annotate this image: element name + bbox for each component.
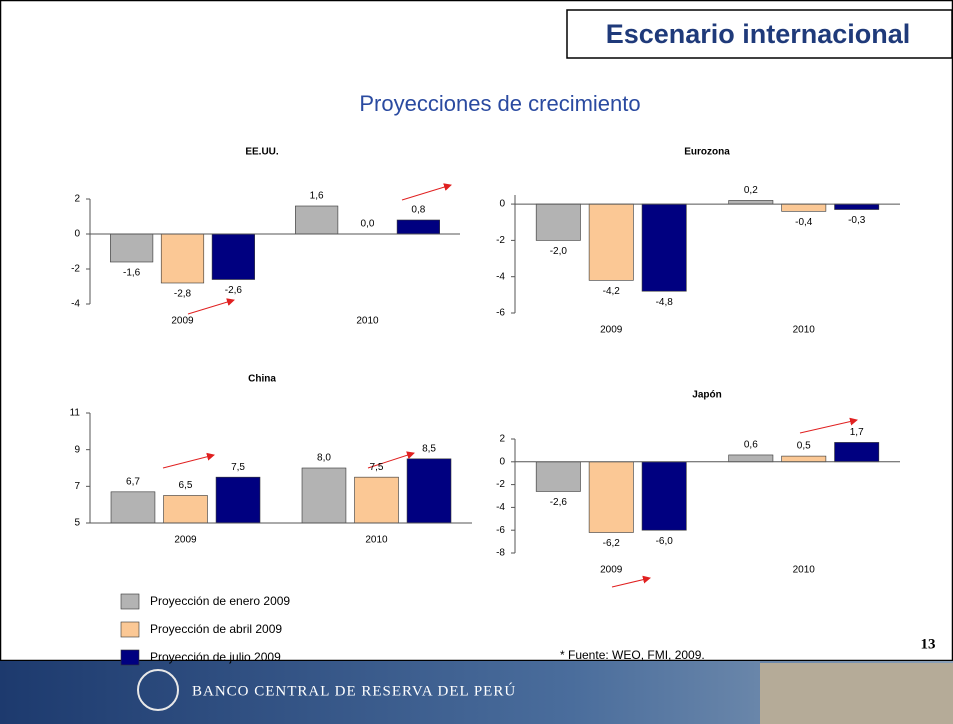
value-label: 0,6 [744, 440, 758, 451]
bar [110, 491, 156, 524]
y-tick-label: -4 [496, 502, 505, 513]
value-label: -6,0 [656, 536, 674, 547]
x-tick-label: 2009 [171, 316, 194, 327]
bar [110, 233, 154, 263]
value-label: -2,6 [225, 285, 243, 296]
y-tick-label: -2 [71, 264, 80, 275]
legend-label: Proyección de abril 2009 [150, 622, 282, 636]
value-label: 7,5 [231, 462, 245, 473]
bar [163, 495, 208, 524]
bar [588, 461, 634, 533]
bar [834, 442, 880, 463]
x-tick-label: 2010 [793, 565, 816, 576]
value-label: -2,0 [550, 246, 568, 257]
value-label: 8,0 [317, 453, 331, 464]
bar [781, 455, 827, 463]
footer-photo [760, 663, 953, 724]
legend-label: Proyección de enero 2009 [150, 594, 290, 608]
x-tick-label: 2009 [174, 535, 197, 546]
bar [728, 200, 774, 205]
value-label: 7,5 [370, 462, 384, 473]
y-tick-label: 7 [74, 481, 80, 492]
y-tick-label: 2 [499, 434, 505, 445]
value-label: -0,3 [848, 215, 866, 226]
y-tick-label: -6 [496, 308, 505, 319]
bar [535, 203, 581, 241]
legend-label: Proyección de julio 2009 [150, 650, 281, 664]
value-label: -4,2 [603, 286, 621, 297]
x-tick-label: 2010 [793, 325, 816, 336]
bar [211, 233, 255, 280]
y-tick-label: -4 [496, 271, 505, 282]
y-tick-label: -4 [71, 299, 80, 310]
bar [781, 203, 827, 212]
bar [641, 203, 687, 292]
x-tick-label: 2010 [365, 535, 388, 546]
y-tick-label: 0 [499, 456, 505, 467]
bar [728, 454, 774, 463]
legend-swatch [120, 649, 140, 666]
x-tick-label: 2009 [600, 325, 623, 336]
value-label: 0,5 [797, 441, 811, 452]
value-label: -0,4 [795, 217, 813, 228]
legend-swatch [120, 621, 140, 638]
header-box [566, 9, 953, 59]
value-label: -2,8 [174, 289, 192, 300]
value-label: 6,7 [126, 476, 140, 487]
header-title: Escenario internacional [606, 19, 911, 49]
x-tick-label: 2009 [600, 565, 623, 576]
value-label: -2,6 [550, 497, 568, 508]
y-tick-label: -2 [496, 235, 505, 246]
value-label: 0,0 [361, 219, 375, 230]
bar [406, 458, 452, 524]
footer-text: BANCO CENTRAL DE RESERVA DEL PERÚ [192, 682, 516, 699]
bar [834, 203, 880, 210]
chart-title: Japón [692, 390, 721, 401]
chart-title: China [248, 374, 276, 385]
y-tick-label: -8 [496, 548, 505, 559]
bar [301, 467, 347, 524]
chart-title: EE.UU. [245, 147, 279, 158]
slide-frame [0, 0, 953, 662]
bar [215, 476, 261, 524]
bar [396, 219, 440, 235]
value-label: 1,7 [850, 427, 864, 438]
y-tick-label: 0 [74, 229, 80, 240]
value-label: -1,6 [123, 268, 141, 279]
page-number: 13 [921, 636, 936, 652]
value-label: 6,5 [179, 480, 193, 491]
value-label: -4,8 [656, 297, 674, 308]
value-label: 0,8 [411, 205, 425, 216]
chart-title: Eurozona [684, 147, 730, 158]
y-tick-label: 2 [74, 194, 80, 205]
y-tick-label: -6 [496, 525, 505, 536]
y-tick-label: 5 [74, 518, 80, 529]
y-tick-label: 9 [74, 444, 80, 455]
y-tick-label: -2 [496, 479, 505, 490]
bar [588, 203, 634, 281]
value-label: -6,2 [603, 538, 621, 549]
y-tick-label: 11 [70, 408, 81, 419]
value-label: 1,6 [310, 191, 324, 202]
bar [535, 461, 581, 492]
bar [641, 461, 687, 531]
source-note: * Fuente: WEO, FMI, 2009. [560, 648, 705, 662]
footer-emblem [137, 669, 179, 711]
legend-swatch [120, 593, 140, 610]
subtitle: Proyecciones de crecimiento [359, 91, 640, 116]
x-tick-label: 2010 [356, 316, 379, 327]
y-tick-label: 0 [499, 199, 505, 210]
value-label: 0,2 [744, 185, 758, 196]
bar [160, 233, 205, 284]
value-label: 8,5 [422, 443, 436, 454]
bar [295, 205, 339, 235]
arrows [162, 183, 858, 588]
bar [354, 476, 399, 524]
